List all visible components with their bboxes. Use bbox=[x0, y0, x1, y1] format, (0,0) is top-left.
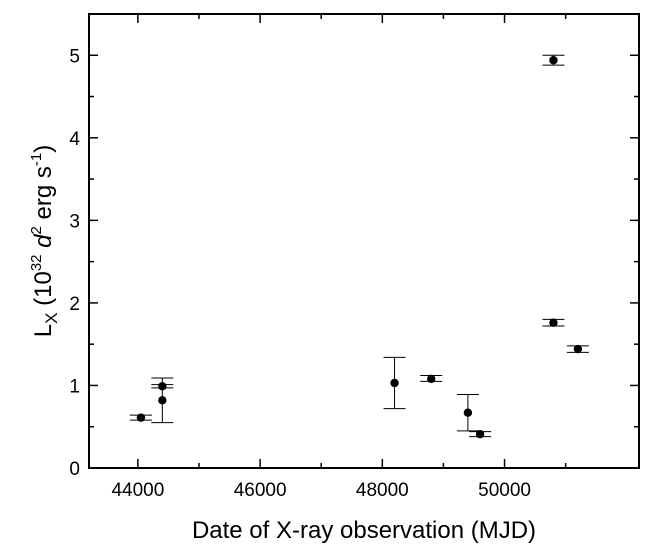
y-tick-label: 5 bbox=[69, 46, 80, 67]
y-tick-label: 4 bbox=[69, 129, 80, 150]
data-point bbox=[549, 318, 558, 327]
y-tick-label: 3 bbox=[69, 211, 80, 232]
data-point bbox=[549, 56, 558, 65]
x-tick-label: 48000 bbox=[356, 480, 409, 501]
y-tick-label: 2 bbox=[69, 294, 80, 315]
axis-ticks bbox=[89, 14, 639, 469]
x-axis-title: Date of X-ray observation (MJD) bbox=[192, 517, 536, 544]
y-tick-label: 1 bbox=[69, 376, 80, 397]
data-point bbox=[136, 413, 146, 422]
x-tick-label: 50000 bbox=[478, 480, 531, 501]
data-point bbox=[475, 429, 485, 439]
data-point bbox=[463, 408, 473, 417]
plot-frame bbox=[88, 13, 640, 469]
x-tick-label: 44000 bbox=[111, 480, 164, 501]
data-point bbox=[427, 374, 436, 384]
error-bars bbox=[129, 54, 589, 438]
data-point bbox=[158, 382, 167, 391]
tick-labels: 44000 46000 48000 50000 0 1 2 3 4 5 bbox=[69, 46, 531, 501]
y-axis-title: LX (1032 d2 erg s-1) bbox=[28, 145, 61, 337]
data-point bbox=[573, 344, 583, 354]
data-point bbox=[158, 396, 167, 405]
y-tick-label: 0 bbox=[69, 459, 80, 480]
data-points bbox=[136, 56, 583, 439]
x-tick-label: 46000 bbox=[234, 480, 287, 501]
data-point bbox=[390, 378, 399, 388]
